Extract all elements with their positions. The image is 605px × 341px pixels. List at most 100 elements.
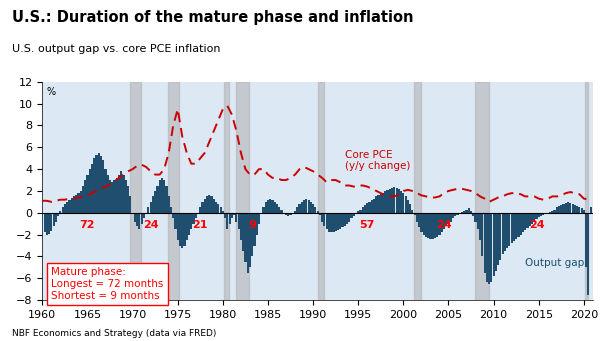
Bar: [542, 213, 544, 215]
Bar: [143, 213, 145, 218]
Bar: [276, 204, 278, 213]
Bar: [62, 207, 64, 213]
Bar: [64, 204, 66, 213]
Bar: [526, 213, 529, 228]
Bar: [378, 195, 379, 213]
Bar: [66, 202, 68, 213]
Bar: [264, 202, 267, 213]
Bar: [224, 82, 229, 300]
Bar: [371, 200, 373, 213]
Bar: [375, 196, 378, 213]
Bar: [531, 213, 533, 224]
Bar: [97, 153, 100, 213]
Bar: [452, 213, 454, 218]
Bar: [181, 213, 183, 248]
Bar: [206, 196, 208, 213]
Bar: [316, 211, 319, 213]
Bar: [411, 209, 413, 213]
Bar: [89, 169, 91, 213]
Bar: [465, 209, 468, 213]
Bar: [368, 202, 371, 213]
Bar: [576, 206, 578, 213]
Bar: [440, 213, 443, 233]
Bar: [475, 82, 489, 300]
Bar: [414, 213, 416, 215]
Bar: [87, 175, 88, 213]
Text: Mature phase:
Longest = 72 months
Shortest = 9 months: Mature phase: Longest = 72 months Shorte…: [51, 267, 164, 300]
Bar: [122, 175, 125, 213]
Bar: [387, 190, 388, 213]
Bar: [231, 213, 233, 218]
Text: U.S. output gap vs. core PCE inflation: U.S. output gap vs. core PCE inflation: [12, 44, 221, 54]
Bar: [520, 213, 522, 235]
Bar: [71, 197, 73, 213]
Bar: [439, 213, 440, 235]
Bar: [168, 196, 170, 213]
Bar: [490, 213, 492, 282]
Bar: [208, 195, 211, 213]
Bar: [416, 213, 418, 222]
Bar: [256, 213, 258, 235]
Text: Output gap: Output gap: [525, 258, 584, 268]
Bar: [251, 213, 253, 256]
Bar: [294, 211, 296, 213]
Bar: [337, 213, 339, 230]
Bar: [105, 169, 106, 213]
Bar: [233, 213, 235, 215]
Bar: [422, 213, 425, 235]
Bar: [492, 213, 495, 276]
Bar: [335, 213, 337, 231]
Bar: [53, 213, 54, 226]
Bar: [116, 178, 118, 213]
Bar: [93, 158, 96, 213]
Bar: [114, 180, 116, 213]
Bar: [517, 213, 520, 237]
Bar: [237, 82, 249, 300]
Bar: [409, 204, 411, 213]
Bar: [585, 213, 587, 267]
Bar: [120, 171, 122, 213]
Bar: [172, 213, 174, 218]
Bar: [183, 213, 186, 246]
Bar: [258, 213, 260, 224]
Bar: [272, 200, 273, 213]
Bar: [211, 196, 213, 213]
Bar: [560, 205, 563, 213]
Bar: [535, 213, 538, 219]
Bar: [319, 213, 321, 215]
Bar: [192, 213, 195, 224]
Bar: [405, 196, 407, 213]
Bar: [418, 213, 420, 227]
Bar: [73, 196, 75, 213]
Bar: [389, 189, 391, 213]
Bar: [502, 213, 504, 254]
Bar: [102, 160, 104, 213]
Bar: [468, 208, 470, 213]
Bar: [159, 180, 161, 213]
Bar: [391, 188, 393, 213]
Bar: [364, 205, 366, 213]
Bar: [46, 213, 48, 235]
Bar: [318, 82, 324, 300]
Bar: [267, 200, 269, 213]
Bar: [222, 211, 224, 213]
Bar: [563, 204, 564, 213]
Bar: [529, 213, 531, 226]
Bar: [50, 213, 53, 231]
Bar: [100, 156, 102, 213]
Bar: [567, 202, 569, 213]
Bar: [41, 213, 44, 229]
Bar: [179, 213, 181, 246]
Bar: [558, 206, 560, 213]
Bar: [366, 203, 368, 213]
Bar: [106, 175, 109, 213]
Bar: [583, 209, 585, 213]
Bar: [540, 213, 542, 216]
Bar: [330, 213, 332, 233]
Bar: [554, 209, 555, 213]
Bar: [479, 213, 481, 240]
Bar: [549, 212, 551, 213]
Bar: [427, 213, 430, 238]
Bar: [59, 211, 62, 213]
Bar: [581, 208, 583, 213]
